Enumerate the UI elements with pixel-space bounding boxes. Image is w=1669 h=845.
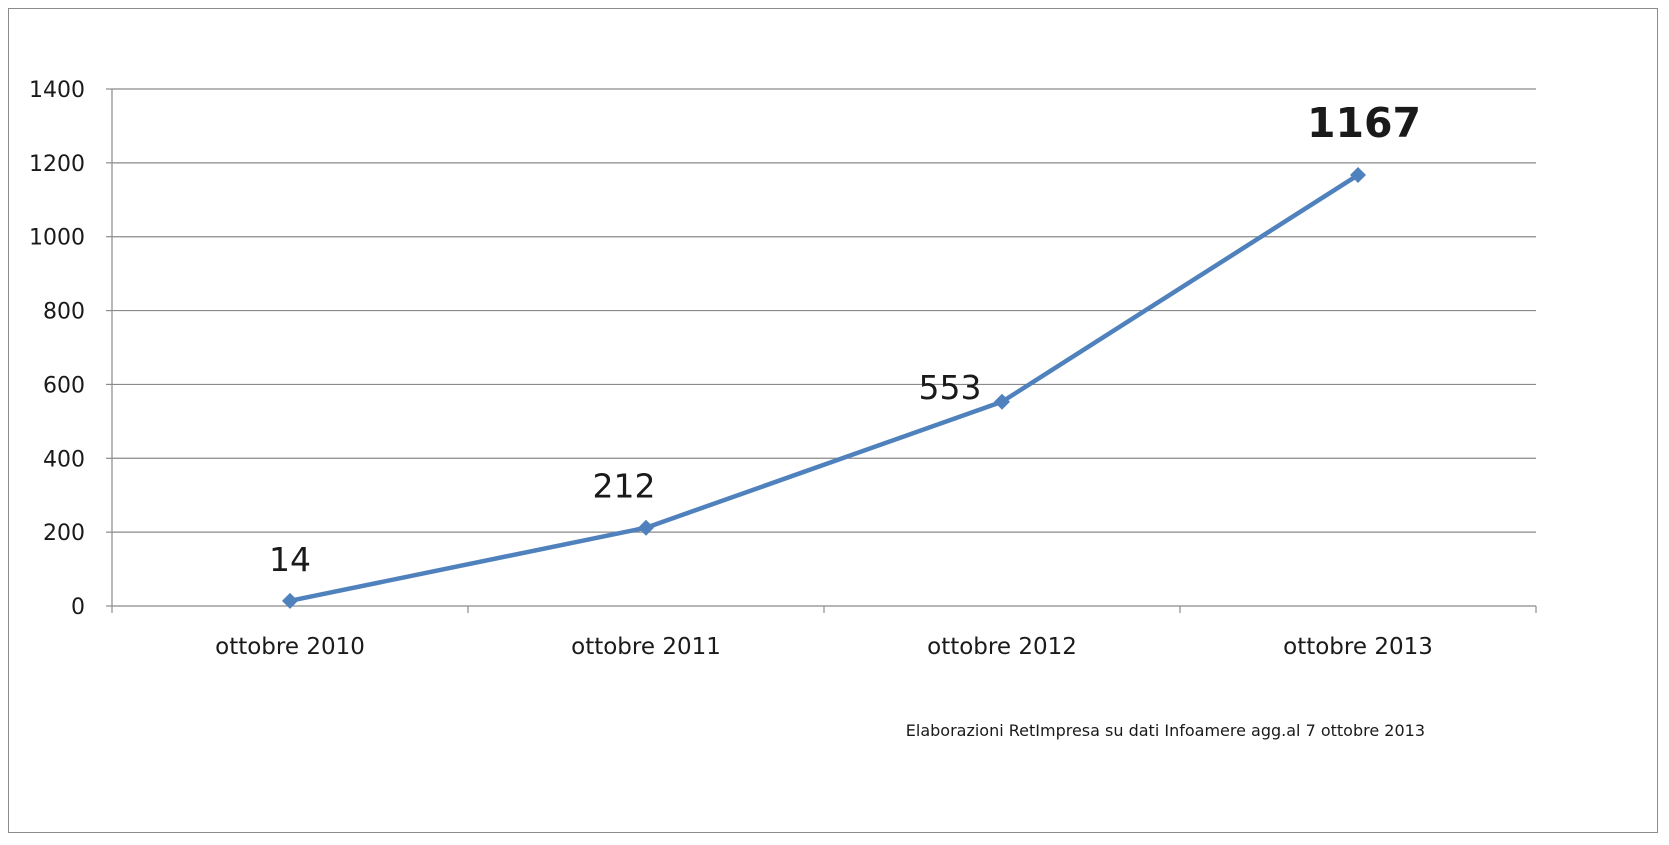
y-tick-label: 1200 xyxy=(29,152,85,177)
data-point xyxy=(1350,167,1366,184)
source-note: Elaborazioni RetImpresa su dati Infoamer… xyxy=(906,721,1425,740)
data-label: 14 xyxy=(269,540,311,579)
series-line-group xyxy=(287,172,1361,604)
data-point xyxy=(638,519,654,536)
x-tick-label: ottobre 2012 xyxy=(927,634,1077,660)
data-label: 212 xyxy=(593,467,656,506)
y-tick-label: 1400 xyxy=(29,78,85,103)
y-tick-label: 200 xyxy=(43,521,85,546)
y-tick-label: 600 xyxy=(43,373,85,398)
y-tick-labels: 0 200 400 600 800 1000 1200 1400 xyxy=(29,78,85,620)
y-tick-label: 800 xyxy=(43,300,85,325)
point-markers xyxy=(282,167,1366,609)
data-label: 1167 xyxy=(1307,99,1421,147)
data-label: 553 xyxy=(919,368,982,407)
x-tick-label: ottobre 2013 xyxy=(1283,634,1433,660)
y-tick-label: 0 xyxy=(71,595,85,620)
x-tick-label: ottobre 2010 xyxy=(215,634,365,660)
chart-frame xyxy=(8,8,1658,833)
data-labels: 14 212 553 1167 xyxy=(269,99,1421,579)
x-tick-labels: ottobre 2010 ottobre 2011 ottobre 2012 otto… xyxy=(215,634,1433,660)
data-point xyxy=(994,393,1010,410)
y-tick-label: 1000 xyxy=(29,226,85,251)
gridlines xyxy=(112,88,1536,533)
series-line xyxy=(287,172,1361,604)
axes xyxy=(106,88,1537,613)
data-point xyxy=(282,592,298,609)
y-tick-label: 400 xyxy=(43,447,85,472)
x-tick-label: ottobre 2011 xyxy=(571,634,721,660)
